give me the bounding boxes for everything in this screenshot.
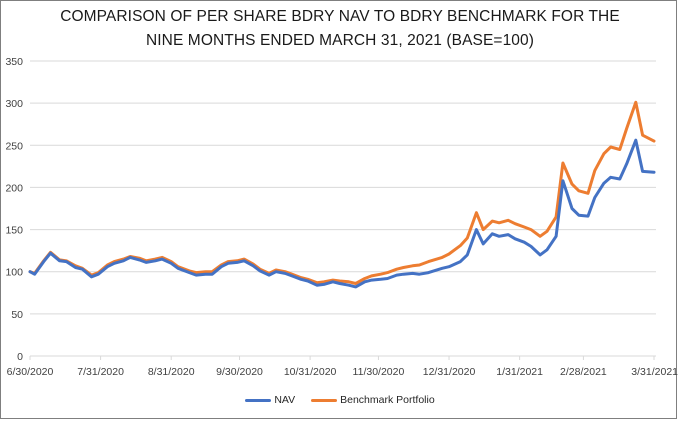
y-tick-label: 150 xyxy=(5,225,23,237)
chart-title-line-2: NINE MONTHS ENDED MARCH 31, 2021 (BASE=1… xyxy=(145,32,535,49)
y-axis-ticks: 0 50 100 150 200 250 300 350 xyxy=(5,56,23,363)
x-tick-label: 1/31/2021 xyxy=(496,366,543,378)
x-tick-label: 11/30/2020 xyxy=(353,366,405,378)
y-tick-label: 350 xyxy=(5,56,23,68)
y-tick-label: 250 xyxy=(5,140,23,152)
y-tick-label: 200 xyxy=(5,182,23,194)
legend-item-nav: NAV xyxy=(245,394,295,406)
legend-item-benchmark: Benchmark Portfolio xyxy=(311,394,435,406)
legend-label-benchmark: Benchmark Portfolio xyxy=(340,394,435,406)
x-tick-label: 8/31/2020 xyxy=(148,366,195,378)
series-lines xyxy=(28,100,656,289)
series-line-nav xyxy=(28,138,656,289)
legend: NAV Benchmark Portfolio xyxy=(0,394,680,406)
y-tick-label: 50 xyxy=(11,309,23,321)
x-tick-label: 2/28/2021 xyxy=(560,366,607,378)
x-tick-label: 3/31/2021 xyxy=(631,366,678,378)
y-tick-label: 300 xyxy=(5,98,23,110)
x-axis: 6/30/2020 7/31/2020 8/31/2020 9/30/2020 10/3… xyxy=(7,356,678,378)
legend-swatch-benchmark xyxy=(311,398,338,402)
chart-title-line-1: COMPARISON OF PER SHARE BDRY NAV TO BDRY… xyxy=(60,8,620,25)
legend-swatch-nav xyxy=(245,398,272,402)
legend-label-nav: NAV xyxy=(274,394,296,406)
gridlines xyxy=(30,60,656,357)
x-tick-label: 6/30/2020 xyxy=(7,366,54,378)
y-tick-label: 0 xyxy=(17,351,23,363)
y-tick-label: 100 xyxy=(5,267,23,279)
x-tick-label: 12/31/2020 xyxy=(423,366,476,378)
x-tick-label: 9/30/2020 xyxy=(216,366,263,378)
x-tick-label: 7/31/2020 xyxy=(77,366,124,378)
x-tick-label: 10/31/2020 xyxy=(284,366,337,378)
